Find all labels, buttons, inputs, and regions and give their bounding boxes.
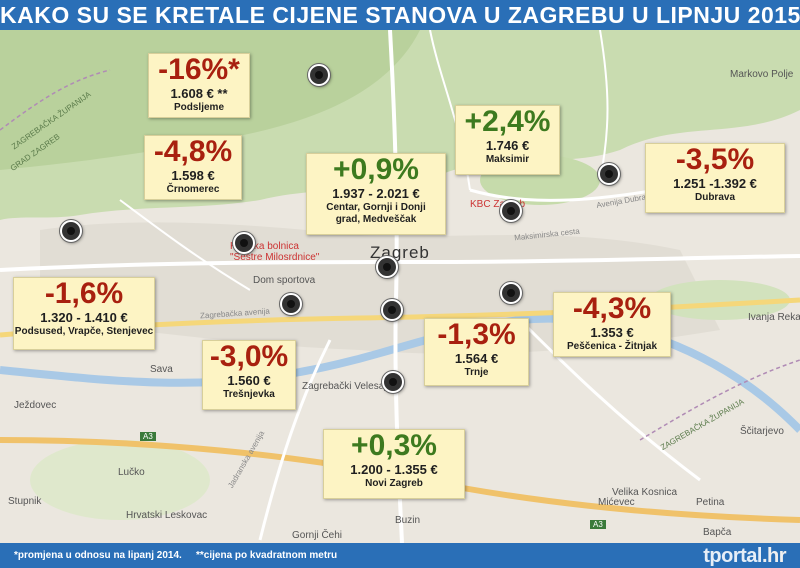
label-jezdovec: Ježdovec [14,400,57,411]
label-zagrebacki-velesajam: Zagrebački Velesajam [302,381,401,392]
page-title: KAKO SU SE KRETALE CIJENE STANOVA U ZAGR… [0,0,800,30]
price-value: 1.200 - 1.355 € [350,462,438,477]
change-value: -4,3% [572,292,652,325]
box-dubrava: -3,5% 1.251 -1.392 € Dubrava [645,143,785,213]
footnote-change: *promjena u odnosu na lipanj 2014. [14,550,182,561]
field-southwest [30,440,210,520]
brand-name: tportal [703,545,762,567]
price-value: 1.251 -1.392 € [673,176,757,191]
price-value: 1.746 € [485,138,530,153]
label-buzin: Buzin [395,515,421,526]
price-value: 1.608 € ** [170,86,228,101]
district-name: Centar, Gornji i Donji grad, Medveščak [326,202,426,225]
label-micevec: Mićevec [598,497,635,508]
label-bapca: Bapča [703,527,732,538]
footer: *promjena u odnosu na lipanj 2014. **cij… [0,543,800,568]
label-scitarjevo: Ščitarjevo [740,426,784,437]
pin-pescenica[interactable] [500,282,522,304]
label-velika-kosnica: Velika Kosnica [612,487,678,498]
border-se [639,359,800,441]
road-main-east-west [0,254,800,272]
district-name: Podsljeme [173,102,225,113]
change-value: -3,5% [675,143,755,176]
pin-tresnjevka[interactable] [280,293,302,315]
brand-logo: tportal.hr [703,545,786,568]
price-value: 1.353 € [590,325,634,340]
price-value: 1.598 € [171,168,215,183]
box-pescenica: -4,3% 1.353 € Peščenica - Žitnjak [553,292,671,357]
change-value: -1,3% [437,318,516,351]
change-value: -4,8% [153,135,233,168]
price-value: 1.937 - 2.021 € [332,186,420,201]
box-podsused: -1,6% 1.320 - 1.410 € Podsused, Vrapče, … [13,277,155,350]
pin-maksimir[interactable] [500,200,522,222]
district-name: Maksimir [485,154,530,165]
label-gornji-cehi: Gornji Čehi [292,530,343,541]
box-centar: +0,9% 1.937 - 2.021 € Centar, Gornji i D… [306,153,446,235]
box-trnje: -1,3% 1.564 € Trnje [424,318,529,386]
border-nw [0,69,111,131]
change-value: +2,4% [464,105,551,138]
pin-novizagreb[interactable] [382,371,404,393]
box-crnomerec: -4,8% 1.598 € Črnomerec [144,135,242,200]
brand-suffix: .hr [761,545,787,567]
box-tresnjevka: -3,0% 1.560 € Trešnjevka [202,340,296,410]
change-value: -1,6% [44,277,124,310]
change-value: +0,3% [351,429,437,462]
label-stupnik: Stupnik [8,496,42,507]
price-value: 1.560 € [227,373,271,388]
pin-centar[interactable] [376,256,398,278]
label-a3-west: A3 [140,432,156,441]
box-podsljeme: -16%* 1.608 € ** Podsljeme [148,53,250,118]
price-value: 1.320 - 1.410 € [40,310,128,325]
label-lucko: Lučko [118,467,145,478]
pin-crnomerec[interactable] [233,232,255,254]
pin-podsused[interactable] [60,220,82,242]
road-west-diag [119,199,251,291]
label-kbc-zagreb: KBC Zagreb [470,199,526,210]
label-petina: Petina [696,497,725,508]
road-southeast [518,318,701,482]
label-markovo-polje: Markovo Polje [730,69,794,80]
box-maksimir: +2,4% 1.746 € Maksimir [455,105,560,175]
label-bolnica: Klinička bolnica "Sestre Milosrdnice" [230,241,320,263]
road-north-east [599,29,609,181]
pin-trnje[interactable] [381,299,403,321]
label-a3-east: A3 [590,520,606,529]
price-value: 1.564 € [454,351,499,366]
district-name: Črnomerec [166,184,220,195]
label-ivanja-reka: Ivanja Reka [748,312,800,323]
district-name: Trnje [464,367,489,378]
district-name: Podsused, Vrapče, Stenjevec [14,326,154,337]
change-value: +0,9% [333,153,419,186]
footnote-price: **cijena po kvadratnom metru [196,550,338,561]
change-value: -3,0% [209,340,289,373]
district-name: Peščenica - Žitnjak [566,341,658,352]
district-name: Dubrava [694,192,735,203]
district-name: Novi Zagreb [365,478,423,489]
road-jadranska [258,339,332,541]
label-dom-sportova: Dom sportova [253,275,316,286]
label-hrvatski-leskovac: Hrvatski Leskovac [126,510,208,521]
pin-podsljeme[interactable] [308,64,330,86]
change-value: -16%* [158,53,240,86]
park-east [650,280,790,320]
district-name: Trešnjevka [223,389,275,400]
box-novizagreb: +0,3% 1.200 - 1.355 € Novi Zagreb [323,429,465,499]
label-sava: Sava [150,364,173,375]
pin-dubrava[interactable] [598,163,620,185]
